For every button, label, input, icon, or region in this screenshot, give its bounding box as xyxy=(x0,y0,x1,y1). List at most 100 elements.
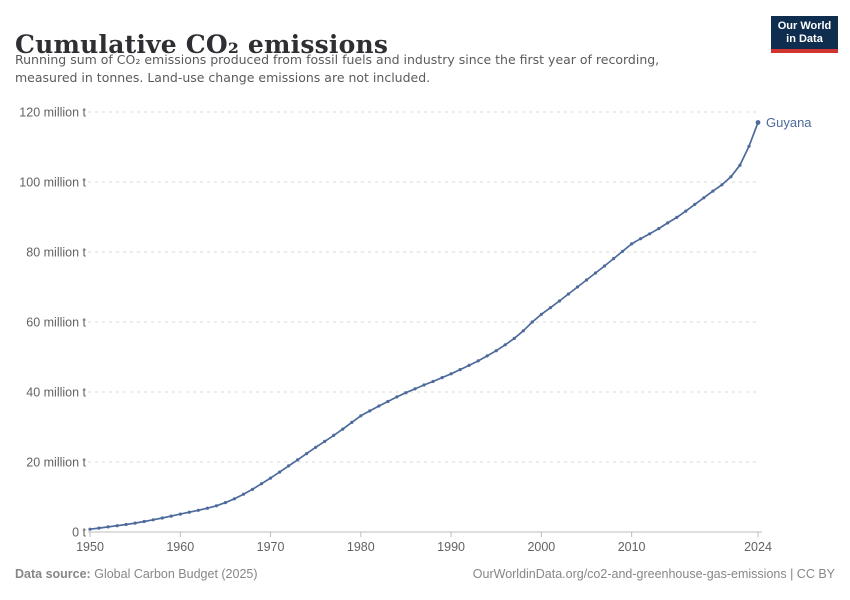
credit-link[interactable]: OurWorldinData.org/co2-and-greenhouse-ga… xyxy=(472,567,835,581)
data-point[interactable] xyxy=(205,506,209,510)
data-source-text: Global Carbon Budget (2025) xyxy=(94,567,258,581)
chart-footer: Data source: Global Carbon Budget (2025)… xyxy=(15,567,835,581)
data-point[interactable] xyxy=(115,524,119,528)
data-point[interactable] xyxy=(711,189,715,193)
data-point[interactable] xyxy=(106,525,110,529)
data-point[interactable] xyxy=(476,359,480,363)
data-point[interactable] xyxy=(485,354,489,358)
data-point[interactable] xyxy=(88,527,92,531)
data-point[interactable] xyxy=(232,497,236,501)
data-point[interactable] xyxy=(413,387,417,391)
data-point[interactable] xyxy=(557,299,562,303)
data-point[interactable] xyxy=(160,516,164,520)
data-point[interactable] xyxy=(151,518,155,522)
y-tick-label: 80 million t xyxy=(26,246,86,260)
data-point[interactable] xyxy=(422,383,426,387)
data-point[interactable] xyxy=(241,492,246,496)
data-point[interactable] xyxy=(584,278,589,282)
x-tick-label: 1980 xyxy=(347,540,375,554)
data-point[interactable] xyxy=(296,458,300,462)
data-point[interactable] xyxy=(142,519,146,524)
data-point[interactable] xyxy=(250,487,255,491)
data-point[interactable] xyxy=(693,202,697,206)
data-point[interactable] xyxy=(223,501,227,505)
data-point[interactable] xyxy=(630,242,634,246)
data-point[interactable] xyxy=(512,336,516,340)
data-point[interactable] xyxy=(539,312,544,316)
data-point[interactable] xyxy=(287,464,291,468)
data-point[interactable] xyxy=(124,522,128,527)
x-tick-label: 1950 xyxy=(76,540,104,554)
data-point[interactable] xyxy=(458,368,462,372)
data-point[interactable] xyxy=(575,285,580,289)
y-tick-label: 20 million t xyxy=(26,456,86,470)
owid-logo-line1: Our World xyxy=(777,20,832,32)
entity-label-guyana[interactable]: Guyana xyxy=(766,115,812,130)
data-points[interactable] xyxy=(88,120,761,531)
data-point[interactable] xyxy=(431,379,435,384)
data-point[interactable] xyxy=(440,376,444,380)
data-point[interactable] xyxy=(187,510,191,514)
data-point[interactable] xyxy=(602,264,607,268)
data-point[interactable] xyxy=(684,209,688,213)
owid-logo[interactable]: Our World in Data xyxy=(771,16,838,53)
x-tick-label: 2024 xyxy=(744,540,772,554)
y-tick-label: 100 million t xyxy=(19,176,86,190)
data-point[interactable] xyxy=(404,391,408,395)
data-point[interactable] xyxy=(657,227,661,231)
data-point[interactable] xyxy=(368,409,372,413)
data-point[interactable] xyxy=(755,120,761,125)
y-axis-labels: 0 t 20 million t 40 million t 60 million t 8… xyxy=(19,106,86,540)
data-point[interactable] xyxy=(530,320,534,324)
data-point[interactable] xyxy=(666,221,670,225)
data-point[interactable] xyxy=(639,237,643,241)
data-point[interactable] xyxy=(278,470,282,474)
x-tick-label: 2000 xyxy=(527,540,555,554)
data-point[interactable] xyxy=(521,329,525,333)
data-point[interactable] xyxy=(169,514,173,518)
data-point[interactable] xyxy=(259,482,264,486)
data-point[interactable] xyxy=(675,215,679,219)
data-point[interactable] xyxy=(386,399,390,404)
data-point[interactable] xyxy=(350,420,354,424)
data-point[interactable] xyxy=(305,452,309,456)
subtitle-line-1: Running sum of CO₂ emissions produced fr… xyxy=(15,52,660,67)
data-point[interactable] xyxy=(738,163,742,167)
data-point[interactable] xyxy=(503,343,507,347)
data-point[interactable] xyxy=(196,508,200,512)
data-point[interactable] xyxy=(621,249,625,253)
x-tick-label: 1990 xyxy=(437,540,465,554)
data-point[interactable] xyxy=(97,526,101,530)
data-point[interactable] xyxy=(648,232,652,236)
data-point[interactable] xyxy=(612,257,616,261)
chart-subtitle: Running sum of CO₂ emissions produced fr… xyxy=(15,51,755,87)
subtitle-line-2: measured in tonnes. Land-use change emis… xyxy=(15,70,431,85)
data-point[interactable] xyxy=(747,144,751,148)
data-point[interactable] xyxy=(377,404,381,408)
data-point[interactable] xyxy=(359,414,363,418)
data-point[interactable] xyxy=(214,504,218,508)
data-point[interactable] xyxy=(178,512,182,516)
data-point[interactable] xyxy=(332,433,336,437)
data-point[interactable] xyxy=(341,427,345,431)
data-point[interactable] xyxy=(494,349,498,353)
data-point[interactable] xyxy=(395,395,399,399)
data-point[interactable] xyxy=(702,196,706,200)
x-tick-label: 1970 xyxy=(257,540,285,554)
data-point[interactable] xyxy=(566,292,571,296)
data-point[interactable] xyxy=(720,183,724,187)
data-point[interactable] xyxy=(323,439,327,443)
data-point[interactable] xyxy=(467,363,471,367)
data-point[interactable] xyxy=(548,306,553,310)
guyana-line[interactable] xyxy=(89,121,759,531)
data-point[interactable] xyxy=(593,271,598,275)
data-point[interactable] xyxy=(268,476,273,480)
y-tick-label: 0 t xyxy=(72,526,86,540)
data-point[interactable] xyxy=(133,521,137,525)
data-point[interactable] xyxy=(449,372,453,376)
data-point[interactable] xyxy=(729,175,733,179)
gridlines xyxy=(88,111,757,463)
data-point[interactable] xyxy=(314,445,318,449)
